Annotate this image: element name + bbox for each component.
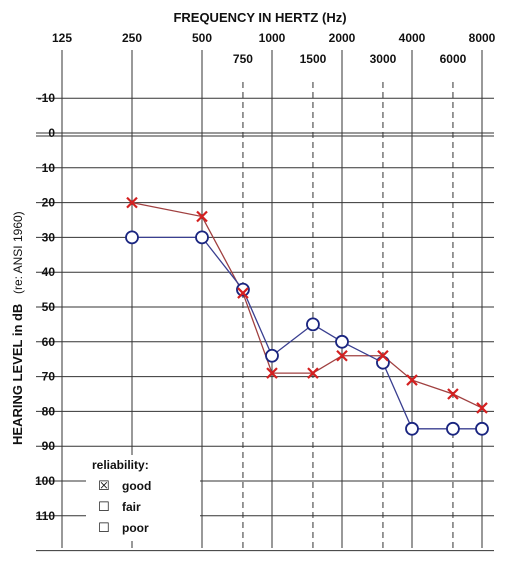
y-tick-label-60: 60 xyxy=(42,335,56,349)
point-x-2000 xyxy=(336,349,348,362)
y-tick-label-90: 90 xyxy=(42,439,56,453)
y-tick-label-50: 50 xyxy=(42,300,56,314)
point-o-4000 xyxy=(405,421,419,436)
point-x-500 xyxy=(196,210,208,223)
y-tick-label-110: 110 xyxy=(36,509,56,523)
y-tick-label-0: 0 xyxy=(48,126,55,140)
series-line-o xyxy=(132,236,482,430)
x-tick-label-125: 125 xyxy=(52,31,72,45)
x-tick-label-4000: 4000 xyxy=(399,31,426,45)
series-line-x xyxy=(131,201,483,409)
point-o-6000 xyxy=(446,421,460,436)
reliability-fair-checkbox[interactable]: ☐ xyxy=(98,500,110,515)
reliability-poor-label: poor xyxy=(122,521,149,535)
point-o-1000 xyxy=(265,348,279,363)
point-x-750 xyxy=(237,287,249,299)
chart-title: FREQUENCY IN HERTZ (Hz) xyxy=(173,10,346,25)
point-o-250 xyxy=(125,230,139,245)
reliability-heading: reliability: xyxy=(92,458,149,472)
point-o-2000 xyxy=(335,334,349,349)
y-tick-label-20: 20 xyxy=(42,196,56,210)
reliability-poor-checkbox[interactable]: ☐ xyxy=(98,521,110,536)
point-x-250 xyxy=(126,196,138,209)
y-axis-label-main: HEARING LEVEL in dB xyxy=(10,304,25,445)
x-tick-label-6000: 6000 xyxy=(440,52,467,66)
x-tick-label-1000: 1000 xyxy=(259,31,286,45)
reliability-legend-background xyxy=(86,455,200,541)
reliability-fair-label: fair xyxy=(122,500,141,514)
series-markers xyxy=(125,196,489,436)
point-x-1000 xyxy=(266,367,278,379)
y-tick-label-100: 100 xyxy=(35,474,55,488)
x-tick-label-2000: 2000 xyxy=(329,31,356,45)
reliability-legend: reliability: ☒ good ☐ fair ☐ poor xyxy=(86,455,200,541)
point-o-8000 xyxy=(475,421,489,436)
y-axis-label-note: (re: ANSI 1960) xyxy=(11,211,25,294)
y-axis-label: HEARING LEVEL in dB (re: ANSI 1960) xyxy=(10,211,25,445)
y-tick-label-10: 10 xyxy=(42,161,56,175)
y-tick-label-70: 70 xyxy=(42,370,56,384)
y-axis-tick-labels: -10 0 10 20 30 40 50 60 70 80 90 100 110 xyxy=(35,91,55,523)
point-o-750 xyxy=(236,282,250,297)
point-x-4000 xyxy=(406,374,418,386)
x-tick-label-250: 250 xyxy=(122,31,142,45)
reliability-good-label: good xyxy=(122,479,151,493)
reliability-good-checkbox[interactable]: ☒ xyxy=(98,479,110,494)
x-axis-tick-labels: 125 250 500 1000 2000 4000 8000 750 1500 3000 6000 xyxy=(52,31,496,66)
y-tick-label--10: -10 xyxy=(38,91,56,105)
point-o-1500 xyxy=(306,317,320,332)
series-lines xyxy=(131,201,483,430)
x-tick-label-1500: 1500 xyxy=(300,52,327,66)
point-x-6000 xyxy=(447,388,459,400)
point-o-500 xyxy=(195,230,209,245)
grid-lines xyxy=(36,50,494,552)
point-x-1500 xyxy=(307,367,319,379)
point-x-3000 xyxy=(377,349,389,362)
y-tick-label-80: 80 xyxy=(42,404,56,418)
y-tick-label-30: 30 xyxy=(42,230,56,244)
x-tick-label-500: 500 xyxy=(192,31,212,45)
x-tick-label-750: 750 xyxy=(233,52,253,66)
point-x-8000 xyxy=(476,402,488,414)
x-tick-label-3000: 3000 xyxy=(370,52,397,66)
y-tick-label-40: 40 xyxy=(42,265,56,279)
x-tick-label-8000: 8000 xyxy=(469,31,496,45)
